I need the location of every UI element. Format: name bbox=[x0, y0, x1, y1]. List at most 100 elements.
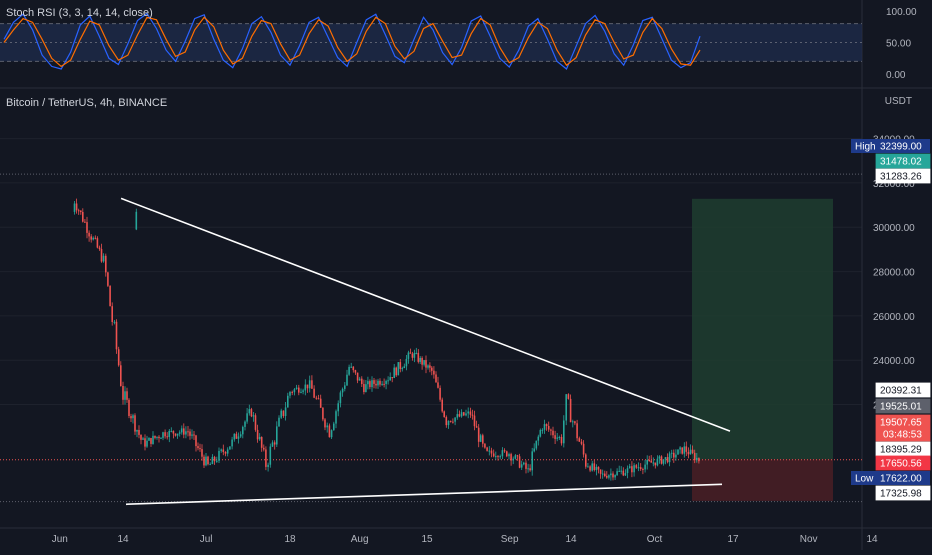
candle-body bbox=[267, 464, 269, 467]
candle-body bbox=[134, 415, 136, 432]
candle-body bbox=[675, 454, 677, 458]
candle-body bbox=[124, 391, 126, 400]
candle-body bbox=[642, 469, 644, 470]
candle-body bbox=[102, 255, 105, 262]
y-tick-label: 26000.00 bbox=[873, 312, 915, 323]
x-tick-label: 18 bbox=[285, 534, 297, 545]
indicator-title[interactable]: Stoch RSI (3, 3, 14, 14, close) bbox=[6, 7, 153, 19]
candle-body bbox=[105, 255, 107, 273]
candle-body bbox=[452, 421, 454, 423]
candle-body bbox=[467, 411, 469, 414]
candle-body bbox=[439, 387, 441, 400]
candle-body bbox=[207, 456, 209, 465]
price-label-bg bbox=[875, 398, 931, 414]
candle-body bbox=[628, 466, 631, 469]
candle-body bbox=[197, 446, 199, 449]
candle-body bbox=[82, 212, 84, 222]
candle-body bbox=[545, 424, 548, 426]
candle-body bbox=[543, 424, 546, 430]
candle-body bbox=[209, 464, 211, 466]
candle-body bbox=[94, 237, 97, 239]
candle-body bbox=[523, 462, 525, 465]
x-tick-label: 17 bbox=[728, 534, 740, 545]
price-label-bg bbox=[875, 382, 931, 398]
candle-body bbox=[313, 388, 315, 398]
candle-body bbox=[193, 434, 195, 436]
candle-body bbox=[80, 210, 82, 212]
candle-body bbox=[341, 388, 344, 393]
candle-body bbox=[471, 414, 474, 416]
candle-body bbox=[670, 452, 673, 454]
candle-body bbox=[326, 425, 328, 428]
candle-body bbox=[441, 399, 443, 412]
candle-body bbox=[92, 237, 94, 240]
candle-body bbox=[601, 473, 604, 475]
candle-body bbox=[572, 421, 574, 423]
price-label-value: 17650.56 bbox=[880, 459, 922, 470]
price-label-tag: High bbox=[855, 142, 876, 153]
candle-body bbox=[435, 374, 437, 383]
candle-body bbox=[90, 236, 92, 240]
candle-body bbox=[265, 449, 267, 467]
candle-body bbox=[624, 473, 627, 476]
candle-body bbox=[337, 403, 339, 412]
candle-body bbox=[399, 362, 402, 369]
candle-body bbox=[187, 431, 189, 433]
candle-body bbox=[144, 438, 146, 447]
candle-body bbox=[490, 450, 493, 454]
candle-body bbox=[361, 378, 363, 384]
candle-body bbox=[593, 463, 596, 470]
candle-body bbox=[673, 452, 675, 458]
candle-body bbox=[427, 365, 429, 368]
candle-body bbox=[258, 437, 261, 440]
candle-body bbox=[685, 446, 688, 452]
candle-body bbox=[664, 457, 667, 460]
candle-body bbox=[377, 380, 379, 386]
candle-body bbox=[168, 430, 170, 437]
candle-body bbox=[576, 423, 578, 439]
candle-body bbox=[385, 381, 387, 384]
candle-body bbox=[447, 420, 450, 426]
candle-body bbox=[183, 428, 185, 435]
candle-body bbox=[652, 462, 655, 464]
x-tick-label: Jun bbox=[52, 534, 68, 545]
candle-body bbox=[220, 449, 222, 451]
candle-body bbox=[98, 247, 101, 249]
candle-body bbox=[456, 414, 459, 418]
candle-body bbox=[698, 457, 700, 462]
price-label-value: 17622.00 bbox=[880, 474, 922, 485]
candle-body bbox=[154, 435, 156, 438]
candle-body bbox=[473, 415, 476, 427]
candle-body bbox=[662, 459, 665, 464]
candle-body bbox=[250, 409, 253, 417]
symbol-title[interactable]: Bitcoin / TetherUS, 4h, BINANCE bbox=[6, 97, 168, 109]
candle-body bbox=[477, 427, 480, 442]
candle-body bbox=[626, 468, 629, 473]
candle-body bbox=[574, 421, 576, 424]
candle-body bbox=[205, 456, 207, 466]
price-label-value: 18395.29 bbox=[880, 445, 922, 456]
candle-body bbox=[604, 473, 606, 476]
price-label-tag-bg bbox=[851, 471, 878, 485]
candle-body bbox=[363, 384, 365, 392]
candle-body bbox=[229, 446, 231, 450]
candle-body bbox=[300, 391, 302, 393]
candle-body bbox=[218, 450, 220, 461]
candle-body bbox=[211, 456, 214, 464]
candle-body bbox=[679, 447, 681, 450]
candle-body bbox=[529, 468, 531, 471]
candle-body bbox=[73, 203, 76, 212]
candle-body bbox=[407, 352, 410, 359]
candle-body bbox=[152, 435, 154, 444]
candle-body bbox=[295, 387, 298, 390]
candle-body bbox=[550, 429, 552, 431]
candle-body bbox=[614, 475, 616, 478]
candle-body bbox=[350, 366, 352, 368]
candle-body bbox=[271, 442, 274, 447]
x-tick-label: 15 bbox=[422, 534, 434, 545]
candle-body bbox=[107, 272, 109, 286]
price-label-tag: Low bbox=[855, 474, 874, 485]
candle-body bbox=[371, 380, 373, 388]
candle-body bbox=[369, 381, 371, 388]
